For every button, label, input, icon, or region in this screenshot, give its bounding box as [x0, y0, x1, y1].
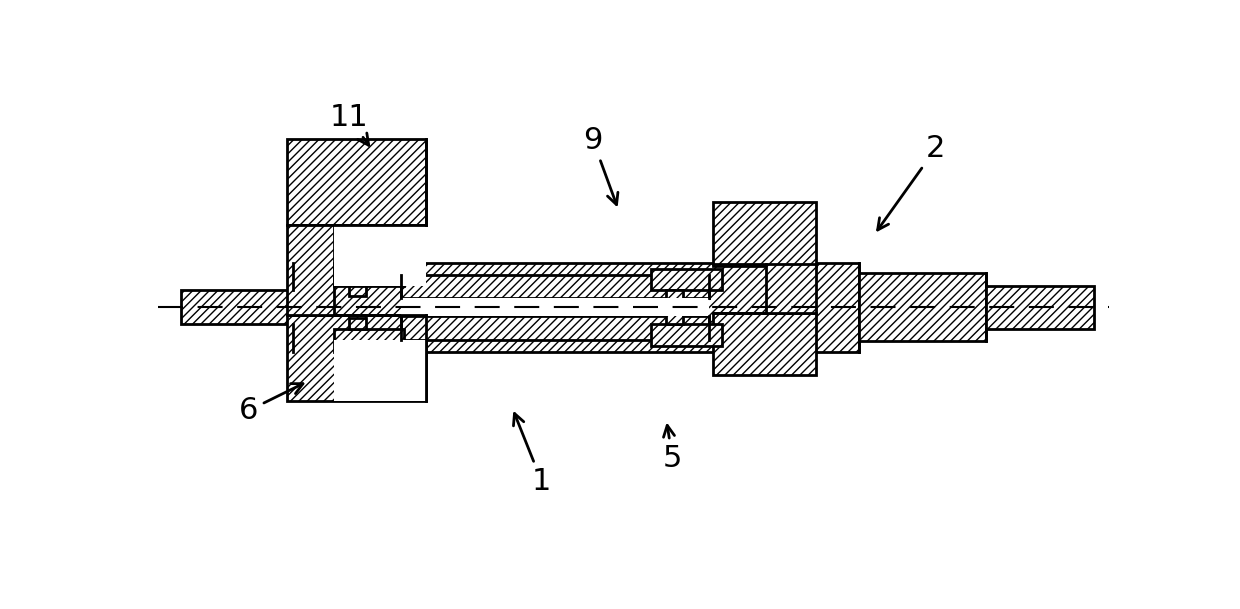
- Bar: [986, 286, 1094, 329]
- Bar: [859, 273, 986, 341]
- Bar: [288, 225, 334, 315]
- Bar: [666, 313, 683, 324]
- Text: 9: 9: [584, 126, 618, 205]
- Text: 5: 5: [662, 426, 682, 473]
- Bar: [293, 262, 859, 352]
- Bar: [713, 202, 816, 266]
- Bar: [288, 315, 427, 401]
- Bar: [651, 324, 722, 346]
- Text: 1: 1: [513, 414, 552, 496]
- Bar: [713, 313, 816, 375]
- Bar: [350, 318, 366, 329]
- Bar: [651, 269, 722, 290]
- Bar: [401, 298, 708, 317]
- Bar: [334, 329, 404, 352]
- Bar: [334, 225, 427, 286]
- Bar: [350, 286, 366, 297]
- Bar: [766, 264, 816, 313]
- Bar: [334, 339, 427, 401]
- Text: 6: 6: [239, 384, 303, 425]
- Bar: [401, 317, 708, 339]
- Bar: [181, 290, 293, 324]
- Bar: [334, 262, 404, 286]
- Text: 11: 11: [330, 104, 368, 146]
- Bar: [401, 275, 708, 298]
- Text: 2: 2: [878, 134, 945, 230]
- Bar: [288, 138, 427, 225]
- Bar: [666, 290, 683, 301]
